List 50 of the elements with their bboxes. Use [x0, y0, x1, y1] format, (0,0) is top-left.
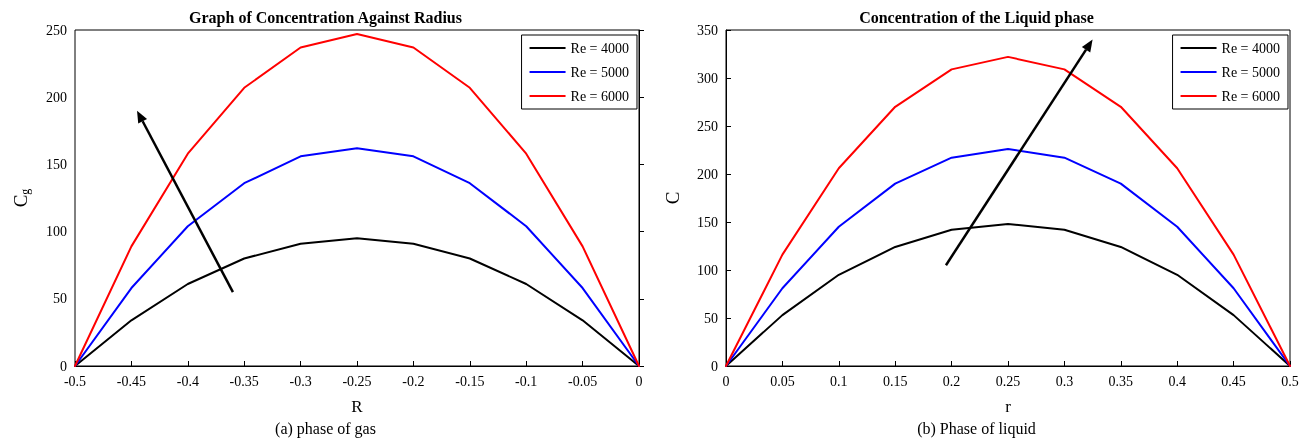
y-tick-label: 250 — [46, 22, 67, 38]
x-tick-label: -0.3 — [289, 373, 312, 389]
x-tick-label: -0.05 — [568, 373, 598, 389]
x-tick-label: 0 — [635, 373, 643, 389]
y-tick-label: 50 — [53, 291, 67, 307]
text: (b) Phase of liquid — [916, 420, 1037, 438]
x-axis-title: R — [351, 397, 364, 416]
legend-label: Re = 6000 — [1221, 88, 1281, 104]
x-tick-label: -0.4 — [176, 373, 199, 389]
y-tick-label: 100 — [697, 262, 718, 278]
y-tick-label: 200 — [46, 89, 67, 105]
x-tick-label: -0.15 — [455, 373, 485, 389]
y-tick-label: 50 — [704, 310, 718, 326]
y-tick-label: 350 — [697, 22, 718, 38]
x-tick-label: 0.3 — [1055, 373, 1074, 389]
y-tick-label: 300 — [697, 70, 718, 86]
x-axis-title: r — [1005, 397, 1012, 416]
x-tick-label: 0 — [722, 373, 730, 389]
y-tick-label: 100 — [46, 224, 67, 240]
y-tick-label: 250 — [697, 118, 718, 134]
y-tick-label: 0 — [711, 358, 718, 374]
legend-label: Re = 4000 — [570, 40, 630, 56]
y-tick-label: 200 — [697, 166, 718, 182]
x-tick-label: 0.45 — [1221, 373, 1246, 389]
y-tick-label: 150 — [46, 156, 67, 172]
x-tick-label: 0.2 — [942, 373, 961, 389]
y-tick-label: 150 — [697, 214, 718, 230]
chart-title: Concentration of the Liquid phase — [859, 8, 1094, 27]
x-tick-label: 0.35 — [1108, 373, 1134, 389]
legend-label: Re = 6000 — [570, 88, 630, 104]
x-tick-label: -0.45 — [116, 373, 146, 389]
x-tick-label: -0.2 — [402, 373, 425, 389]
x-tick-label: 0.4 — [1168, 373, 1186, 389]
x-tick-label: 0.15 — [882, 373, 908, 389]
x-tick-label: 0.5 — [1281, 373, 1299, 389]
x-tick-label: 0.1 — [830, 373, 848, 389]
y-axis-title: C — [662, 191, 683, 205]
chart-title: Graph of Concentration Against Radius — [189, 8, 462, 27]
x-tick-label: 0.05 — [770, 373, 795, 389]
x-tick-label: -0.25 — [342, 373, 372, 389]
text: (a) phase of gas — [274, 420, 377, 438]
x-tick-label: -0.1 — [515, 373, 538, 389]
x-tick-label: -0.5 — [63, 373, 87, 389]
legend-label: Re = 5000 — [1221, 64, 1281, 80]
legend-label: Re = 4000 — [1221, 40, 1281, 56]
legend-label: Re = 5000 — [570, 64, 630, 80]
y-tick-label: 0 — [60, 358, 67, 374]
x-tick-label: 0.25 — [995, 373, 1021, 389]
x-tick-label: -0.35 — [229, 373, 259, 389]
y-axis-title: Cg — [9, 188, 32, 208]
